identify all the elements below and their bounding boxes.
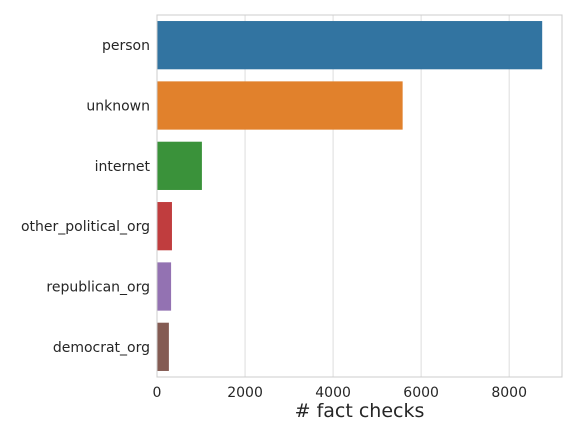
x-tick-labels: 0 2000 4000 6000 8000 xyxy=(153,385,527,401)
y-tick-label: unknown xyxy=(86,99,150,115)
x-tick-label: 2000 xyxy=(227,385,263,401)
bar-person xyxy=(157,21,543,70)
bars xyxy=(157,21,543,371)
x-tick-label: 0 xyxy=(153,385,162,401)
y-tick-label: internet xyxy=(95,159,151,175)
y-tick-label: other_political_org xyxy=(21,219,150,235)
bar-unknown xyxy=(157,81,403,130)
plot-frame xyxy=(156,14,563,378)
bar-other-political-org xyxy=(157,202,172,251)
x-tick-label: 6000 xyxy=(403,385,439,401)
bar-republican-org xyxy=(157,262,172,311)
bar-democrat-org xyxy=(157,322,169,371)
y-tick-label: democrat_org xyxy=(53,340,150,356)
y-tick-label: republican_org xyxy=(46,280,150,296)
x-tick-label: 8000 xyxy=(491,385,527,401)
y-tick-labels: person unknown internet other_political_org… xyxy=(21,38,151,356)
bar-internet xyxy=(157,141,202,190)
x-axis-label: # fact checks xyxy=(295,400,425,422)
y-tick-label: person xyxy=(102,38,150,54)
x-tick-label: 4000 xyxy=(315,385,351,401)
